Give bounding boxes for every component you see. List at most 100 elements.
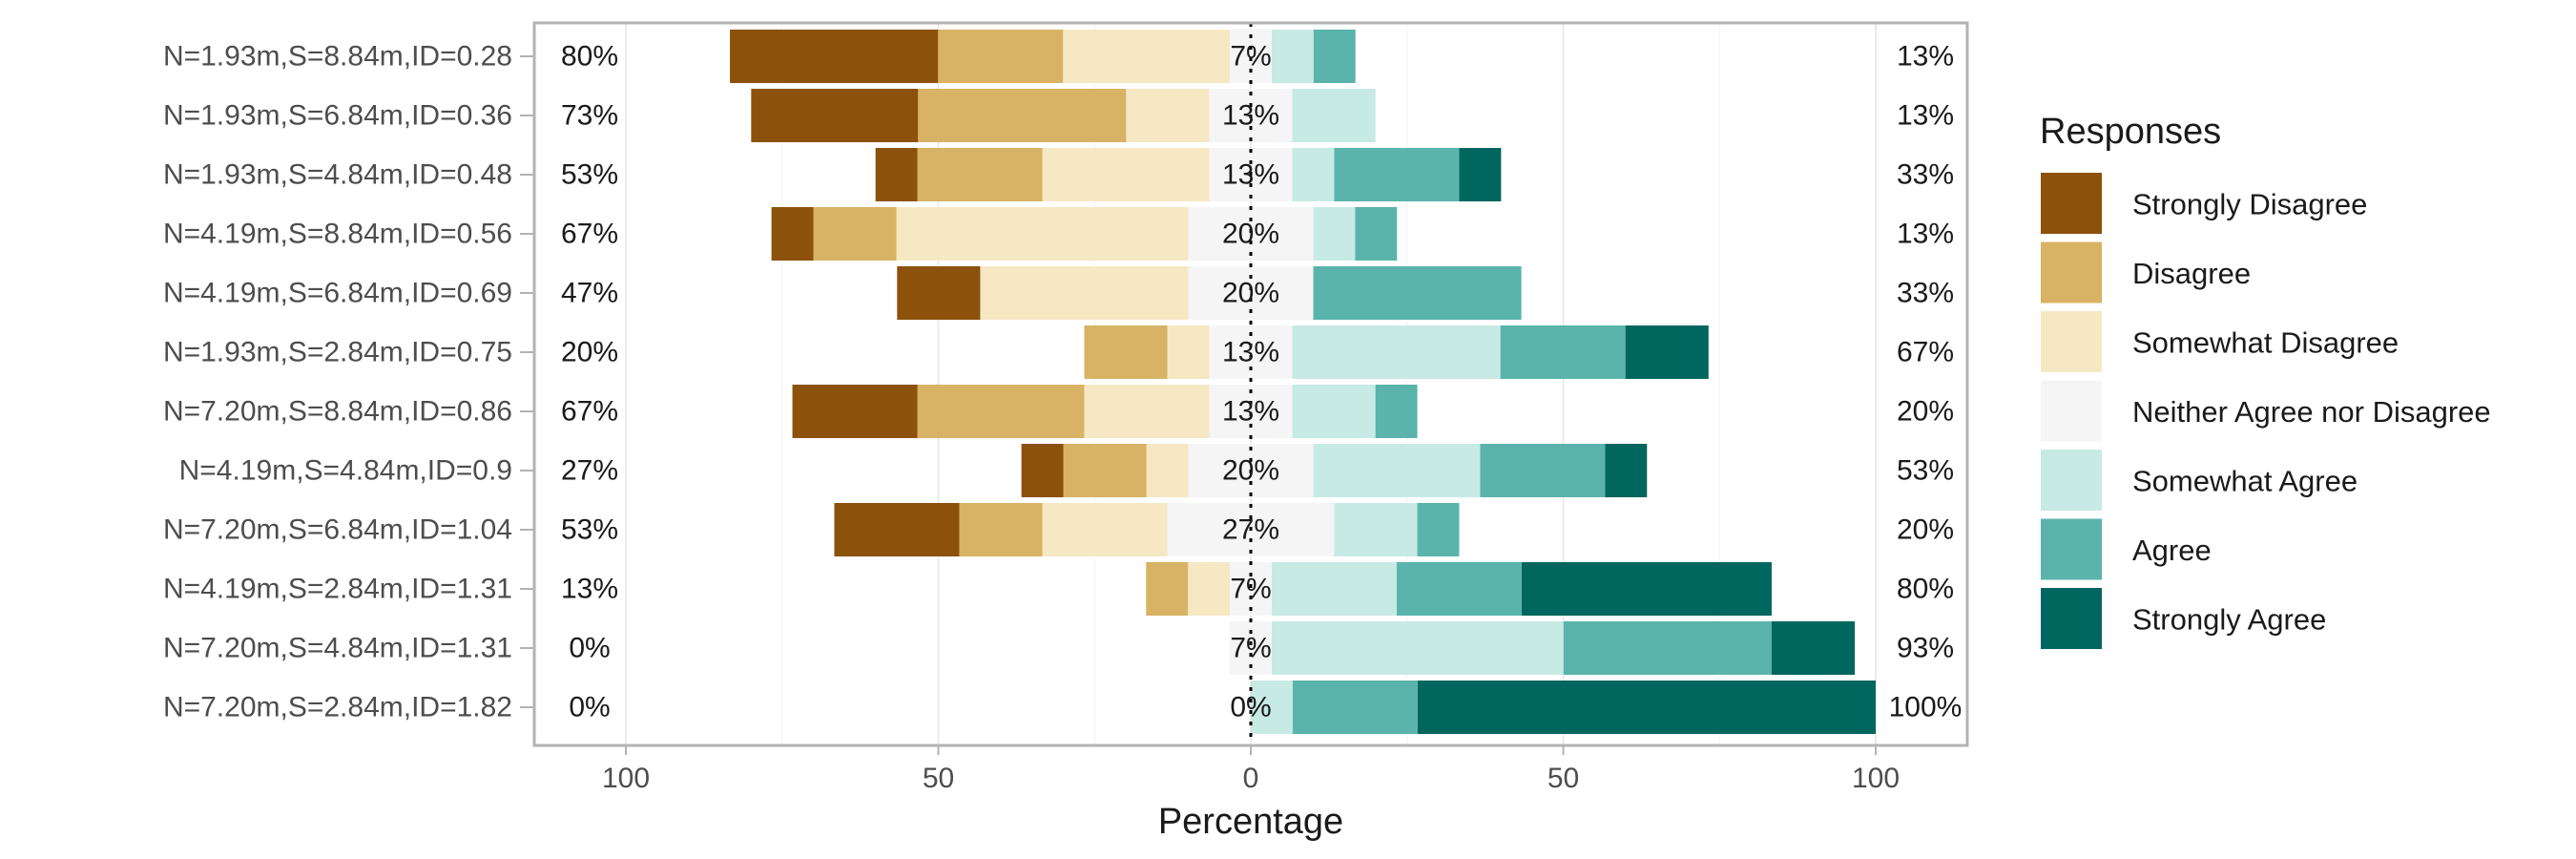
bar-strongly-agree xyxy=(1417,681,1876,734)
bar-agree xyxy=(1313,30,1356,83)
bar-somewhat-agree xyxy=(1271,30,1314,83)
bar-strongly-agree xyxy=(1605,444,1648,497)
left-percent-label: 67% xyxy=(561,219,618,250)
bar-somewhat-disagree xyxy=(980,266,1189,320)
y-tick-label: N=7.20m,S=6.84m,ID=1.04 xyxy=(163,514,512,546)
legend-label: Strongly Agree xyxy=(2132,603,2326,637)
bar-neither-agree-nor-disagree xyxy=(1230,30,1272,83)
bar-strongly-disagree xyxy=(751,89,919,142)
center-percent-label: 20% xyxy=(1222,278,1279,309)
y-tick-label: N=7.20m,S=8.84m,ID=0.86 xyxy=(163,396,512,428)
right-percent-label: 20% xyxy=(1897,514,1954,546)
grid-lines xyxy=(625,23,1877,745)
bar-agree xyxy=(1563,621,1772,675)
bar-row xyxy=(730,30,1356,83)
bar-row xyxy=(875,148,1502,201)
bar-disagree xyxy=(917,385,1085,438)
center-percent-label: 13% xyxy=(1222,396,1279,428)
right-percent-label: 80% xyxy=(1897,574,1954,605)
y-tick-label: N=1.93m,S=2.84m,ID=0.75 xyxy=(163,337,512,368)
bar-somewhat-disagree xyxy=(896,207,1189,261)
bar-somewhat-agree xyxy=(1292,325,1501,379)
center-percent-label: 7% xyxy=(1230,41,1271,73)
center-percent-label: 13% xyxy=(1222,100,1279,132)
y-tick-label: N=7.20m,S=2.84m,ID=1.82 xyxy=(163,692,512,723)
x-tick-label: 100 xyxy=(1852,763,1900,794)
bar-row xyxy=(1230,621,1856,675)
bar-agree xyxy=(1355,207,1398,261)
bar-row xyxy=(1084,325,1709,379)
x-axis-label: Percentage xyxy=(1158,802,1343,842)
y-tick-label: N=7.20m,S=4.84m,ID=1.31 xyxy=(163,633,512,664)
right-percent-label: 20% xyxy=(1897,396,1954,428)
right-percent-label: 67% xyxy=(1897,337,1954,368)
left-percent-label: 0% xyxy=(569,633,610,664)
bar-somewhat-agree xyxy=(1313,207,1356,261)
bar-somewhat-agree xyxy=(1251,681,1293,734)
bar-strongly-disagree xyxy=(730,30,939,83)
legend-title: Responses xyxy=(2040,112,2221,152)
x-tick-label: 50 xyxy=(1548,763,1579,794)
bar-somewhat-disagree xyxy=(1042,148,1210,201)
bar-somewhat-disagree xyxy=(1042,503,1168,556)
bar-row xyxy=(1021,444,1648,497)
bar-somewhat-agree xyxy=(1292,385,1376,438)
bar-disagree xyxy=(1146,562,1189,616)
legend-swatch-strongly-agree xyxy=(2039,586,2104,651)
bar-disagree xyxy=(813,207,897,261)
left-percent-label: 20% xyxy=(561,337,618,368)
x-axis-tick-labels: 100 50 0 50 100 xyxy=(602,745,1900,794)
left-percent-label: 53% xyxy=(561,514,618,546)
right-percent-label: 33% xyxy=(1897,159,1954,191)
center-percent-label: 13% xyxy=(1222,159,1279,191)
legend-swatch-somewhat-agree xyxy=(2039,448,2104,513)
left-percent-label: 73% xyxy=(561,100,618,132)
bar-disagree xyxy=(938,30,1064,83)
bar-agree xyxy=(1480,444,1606,497)
center-percent-label: 7% xyxy=(1230,574,1271,605)
bar-agree xyxy=(1396,562,1522,616)
bar-strongly-disagree xyxy=(771,207,814,261)
bar-strongly-disagree xyxy=(1021,444,1064,497)
bar-strongly-disagree xyxy=(792,385,918,438)
right-percent-label: 100% xyxy=(1889,692,1963,723)
bar-neither-agree-nor-disagree xyxy=(1209,385,1293,438)
bar-somewhat-disagree xyxy=(1084,385,1210,438)
bar-agree xyxy=(1375,385,1418,438)
bar-strongly-agree xyxy=(1625,325,1709,379)
left-percent-label: 67% xyxy=(561,396,618,428)
bar-disagree xyxy=(1063,444,1147,497)
center-percent-label: 20% xyxy=(1222,455,1279,487)
bar-neither-agree-nor-disagree xyxy=(1188,207,1314,261)
left-percent-label: 0% xyxy=(569,692,610,723)
y-tick-label: N=4.19m,S=4.84m,ID=0.9 xyxy=(179,455,512,487)
right-percent-label: 13% xyxy=(1897,41,1954,73)
bar-somewhat-disagree xyxy=(1063,30,1231,83)
bar-row xyxy=(792,385,1418,438)
bar-somewhat-agree xyxy=(1292,148,1335,201)
bar-row xyxy=(771,207,1398,261)
legend-label: Strongly Disagree xyxy=(2132,188,2367,221)
legend-swatch-somewhat-disagree xyxy=(2039,309,2104,374)
legend-label: Somewhat Agree xyxy=(2132,465,2358,498)
x-tick-label: 0 xyxy=(1243,763,1259,794)
legend-swatch-agree xyxy=(2039,516,2104,582)
bar-row xyxy=(897,266,1522,320)
right-percent-label: 13% xyxy=(1897,219,1954,250)
y-tick-label: N=4.19m,S=8.84m,ID=0.56 xyxy=(163,219,512,250)
bar-somewhat-disagree xyxy=(1126,89,1210,142)
y-tick-label: N=1.93m,S=4.84m,ID=0.48 xyxy=(163,159,512,191)
bar-disagree xyxy=(1084,325,1168,379)
bar-disagree xyxy=(917,148,1043,201)
bar-row xyxy=(834,503,1460,556)
bar-somewhat-agree xyxy=(1271,621,1564,675)
legend-items: Strongly Disagree Disagree Somewhat Disagr… xyxy=(2039,171,2491,651)
legend-swatch-neither-agree-nor-disagree xyxy=(2039,378,2104,444)
left-percent-label: 53% xyxy=(561,159,618,191)
y-tick-label: N=1.93m,S=6.84m,ID=0.36 xyxy=(163,100,512,132)
bar-agree xyxy=(1500,325,1626,379)
legend-label: Disagree xyxy=(2132,257,2251,290)
legend: Responses Strongly Disagree Disagree Somew… xyxy=(2039,112,2491,651)
bar-agree xyxy=(1292,681,1418,734)
x-tick-label: 100 xyxy=(602,763,650,794)
